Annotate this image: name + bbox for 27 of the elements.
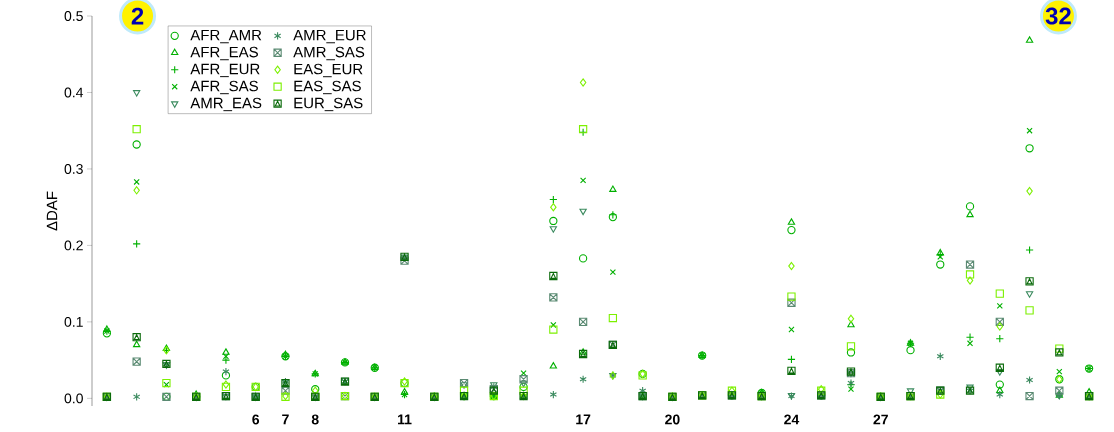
annotation: 32	[1045, 7, 1071, 25]
annotation: 2	[131, 7, 144, 25]
legend-label: EUR_SAS	[294, 97, 363, 112]
legend-label: EAS_SAS	[294, 80, 361, 95]
legend-label: EAS_EUR	[294, 63, 363, 78]
y-tick-label: 0.3	[64, 163, 83, 174]
x-tick-label: 8	[311, 414, 319, 425]
legend-label: AMR_EUR	[293, 29, 366, 44]
legend-label: AFR_EAS	[190, 46, 258, 61]
legend-label: AFR_EUR	[190, 63, 260, 78]
x-tick-label: 6	[252, 414, 260, 425]
y-tick-label: 0.4	[64, 87, 84, 98]
legend-label: AFR_SAS	[190, 80, 258, 95]
y-tick-label: 0.1	[64, 316, 83, 327]
y-tick-label: 0.2	[64, 240, 83, 251]
x-tick-label: 27	[873, 414, 888, 425]
y-axis-title: ΔDAF	[46, 191, 58, 231]
y-tick-label: 0.0	[64, 393, 83, 404]
x-tick-label: 20	[665, 414, 680, 425]
x-tick-label: 24	[784, 414, 800, 425]
x-tick-label: 17	[576, 414, 591, 425]
legend-label: AMR_SAS	[293, 46, 365, 61]
y-tick-label: 0.5	[64, 11, 83, 21]
x-tick-label: 11	[398, 414, 412, 425]
legend-label: AFR_AMR	[190, 29, 262, 44]
legend-label: AMR_EAS	[190, 97, 262, 112]
x-tick-label: 7	[282, 414, 289, 425]
